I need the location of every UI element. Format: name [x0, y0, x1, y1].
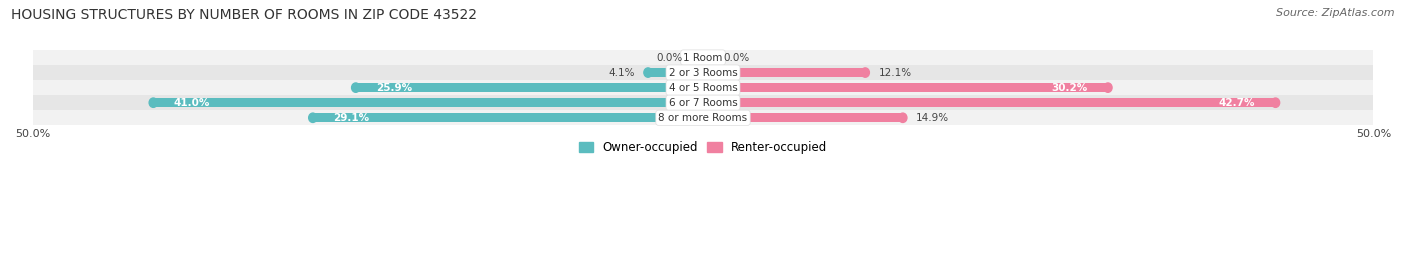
Text: 2 or 3 Rooms: 2 or 3 Rooms: [669, 68, 737, 77]
Bar: [703, 98, 1275, 107]
Circle shape: [149, 98, 157, 107]
Bar: [703, 68, 865, 77]
Bar: [32, 110, 1374, 125]
Circle shape: [1271, 98, 1279, 107]
Bar: [648, 68, 703, 77]
Text: 12.1%: 12.1%: [879, 68, 911, 77]
Bar: [32, 50, 1374, 65]
Text: 1 Room: 1 Room: [683, 52, 723, 62]
Text: 14.9%: 14.9%: [917, 113, 949, 123]
Text: 0.0%: 0.0%: [657, 52, 683, 62]
Legend: Owner-occupied, Renter-occupied: Owner-occupied, Renter-occupied: [574, 136, 832, 158]
Circle shape: [644, 68, 652, 77]
Bar: [314, 113, 703, 122]
Text: Source: ZipAtlas.com: Source: ZipAtlas.com: [1277, 8, 1395, 18]
Text: 41.0%: 41.0%: [173, 98, 209, 108]
Text: 0.0%: 0.0%: [723, 52, 749, 62]
Circle shape: [898, 113, 907, 122]
Text: 8 or more Rooms: 8 or more Rooms: [658, 113, 748, 123]
Bar: [32, 80, 1374, 95]
Bar: [703, 83, 1108, 92]
Text: 6 or 7 Rooms: 6 or 7 Rooms: [669, 98, 737, 108]
Circle shape: [309, 113, 316, 122]
Circle shape: [860, 68, 869, 77]
Text: 30.2%: 30.2%: [1052, 83, 1088, 93]
Text: 29.1%: 29.1%: [333, 113, 370, 123]
Text: HOUSING STRUCTURES BY NUMBER OF ROOMS IN ZIP CODE 43522: HOUSING STRUCTURES BY NUMBER OF ROOMS IN…: [11, 8, 477, 22]
Text: 42.7%: 42.7%: [1219, 98, 1256, 108]
Circle shape: [352, 83, 360, 92]
Bar: [32, 95, 1374, 110]
Text: 4 or 5 Rooms: 4 or 5 Rooms: [669, 83, 737, 93]
Bar: [703, 113, 903, 122]
Bar: [356, 83, 703, 92]
Bar: [32, 65, 1374, 80]
Circle shape: [1104, 83, 1112, 92]
Text: 25.9%: 25.9%: [375, 83, 412, 93]
Text: 4.1%: 4.1%: [609, 68, 634, 77]
Bar: [153, 98, 703, 107]
